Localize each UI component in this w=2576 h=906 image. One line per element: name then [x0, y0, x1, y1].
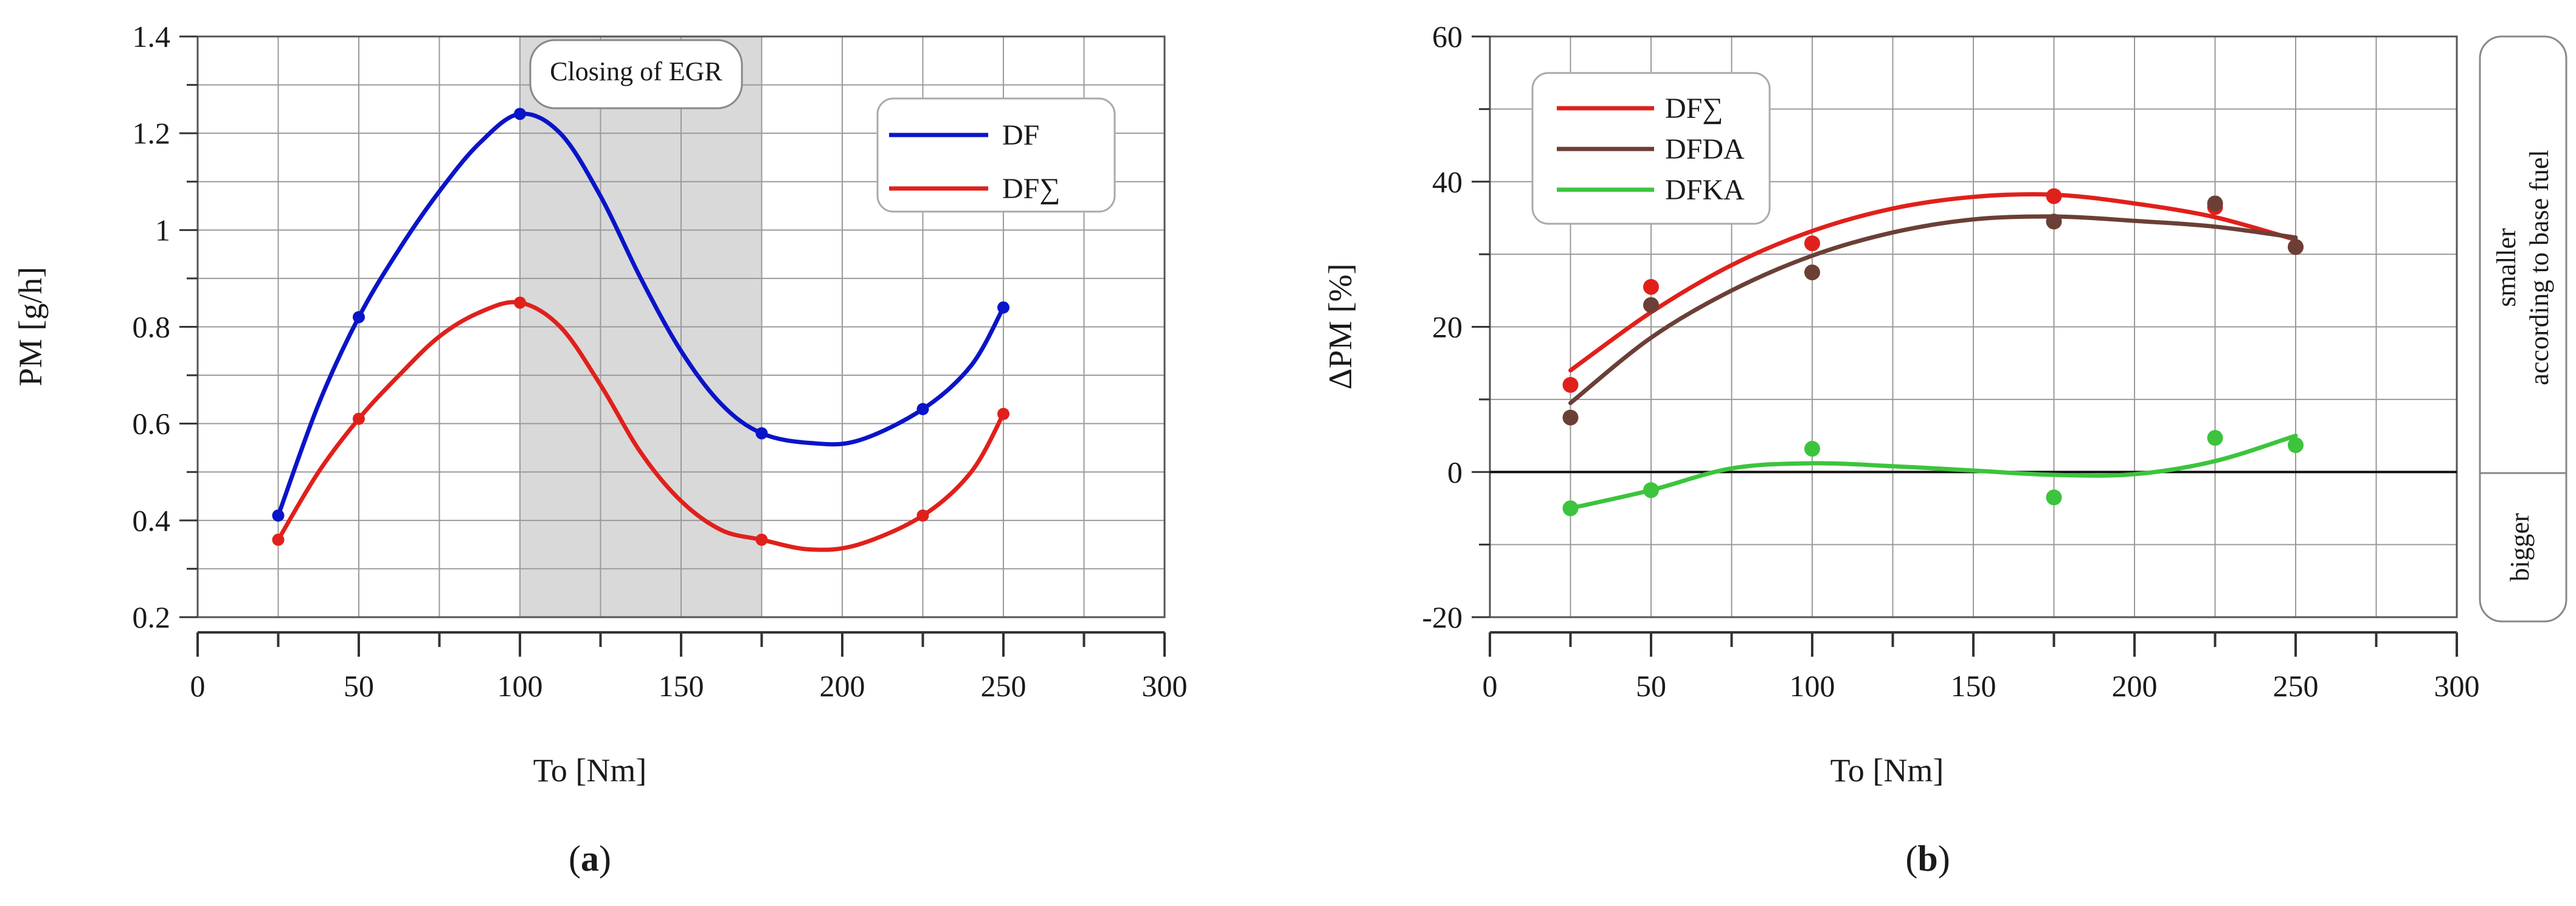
chart-b-series-dfka2-point: [1804, 441, 1820, 457]
panel-a-letter: a: [581, 839, 599, 879]
side-annotation: smaller according to base fuel bigger: [2479, 35, 2567, 623]
chart-b-x-tick-label: 0: [1483, 669, 1498, 703]
chart-a-series-df1-point: [272, 533, 285, 546]
chart-a-y-tick-label: 0.2: [133, 600, 171, 634]
chart-b-series-df0-point: [1562, 377, 1579, 393]
chart-b-series-dfka2-point: [2046, 489, 2062, 506]
panel-b-letter: b: [1917, 839, 1937, 879]
chart-b-series-dfda1-point: [2288, 239, 2304, 255]
chart-a-series-df1-line: [276, 300, 1006, 552]
side-label-bigger: bigger: [2505, 513, 2535, 581]
chart-b-series-dfda1-point: [2046, 213, 2062, 230]
side-label-according: according to base fuel: [2524, 150, 2554, 385]
chart-a-series-df1-point: [755, 533, 768, 546]
egr-annotation-box: [529, 39, 743, 109]
chart-a-x-tick-label: 0: [190, 669, 206, 703]
chart-b-series-df0-point: [1643, 278, 1659, 295]
chart-a-legend-box: [876, 97, 1116, 213]
chart-a-axes: 0 50 100 150 200 250 300 0.2 0.4 0.6 0.8 1 1.2 1.4: [133, 19, 1188, 703]
chart-a-x-tick-label: 300: [1142, 669, 1188, 703]
chart-b-series-dfka2-point: [2207, 430, 2223, 446]
chart-b-series-dfka2-line: [1568, 434, 2298, 511]
chart-b-y-tick-label: 0: [1447, 455, 1463, 489]
chart-a-y-tick-label: 0.4: [133, 503, 171, 538]
chart-b-axes: 0 50 100 150 200 250 300 -20 0 20 40 60: [1422, 19, 2479, 703]
chart-a-series-df1-point: [514, 296, 526, 309]
panel-b-caption: (b): [1905, 839, 1950, 879]
chart-b-series-df0-line: [1568, 192, 2298, 373]
chart-a-y-tick-label: 1: [155, 213, 170, 247]
chart-a-series-df0-point: [997, 301, 1009, 314]
chart-b-series-dfda1-point: [1562, 409, 1579, 426]
chart-b-series-dfda1-point: [1804, 264, 1820, 280]
chart-b-x-tick-label: 50: [1636, 669, 1666, 703]
chart-a-series-df0-point: [755, 427, 768, 440]
chart-b-y-tick-label: -20: [1422, 600, 1463, 634]
chart-b-series-df0-point: [2046, 188, 2062, 204]
chart-b-series-dfda1-point: [1643, 297, 1659, 313]
chart-b-legend: DF∑ DFDA DFKA: [1531, 72, 1771, 225]
chart-a-series-df0-point: [514, 108, 526, 120]
chart-b-series-dfka2-point: [1643, 482, 1659, 499]
chart-a-series: [272, 108, 1009, 552]
chart-b-series-dfda1-line: [1568, 214, 2298, 406]
chart-b-x-tick-label: 250: [2273, 669, 2319, 703]
legend-b-dfda-label: DFDA: [1665, 133, 1745, 165]
chart-a-x-tick-label: 50: [344, 669, 374, 703]
chart-b-x-label: To [Nm]: [1830, 752, 1944, 789]
chart-a-x-tick-label: 150: [659, 669, 704, 703]
chart-b-series-dfda1-point: [2207, 195, 2223, 212]
chart-a-x-tick-label: 250: [981, 669, 1027, 703]
chart-a-series-df0-point: [353, 311, 365, 323]
chart-a-x-label: To [Nm]: [533, 752, 647, 789]
chart-a-series-df1-point: [997, 407, 1009, 420]
chart-a-y-tick-label: 0.8: [133, 310, 171, 344]
chart-a-series-df0-line: [276, 111, 1006, 518]
side-label-smaller: smaller: [2491, 228, 2521, 307]
chart-b: 0 50 100 150 200 250 300 -20 0 20 40 60 DF∑ DFDA DF…: [1322, 19, 2567, 879]
chart-a-series-df0-point: [272, 509, 285, 522]
egr-annotation-label: Closing of EGR: [550, 57, 722, 86]
chart-b-series: [1562, 188, 2304, 516]
chart-b-series-df0-point: [1804, 235, 1820, 252]
chart-a-x-tick-label: 200: [820, 669, 865, 703]
legend-b-dfsigma-label: DF∑: [1665, 92, 1723, 125]
panel-a-caption: (a): [569, 839, 611, 879]
chart-a-series-df1-point: [916, 509, 929, 522]
legend-dfsigma-label: DF∑: [1002, 173, 1061, 205]
legend-df-label: DF: [1002, 119, 1039, 151]
chart-b-x-tick-label: 100: [1790, 669, 1835, 703]
chart-a-legend: DF DF∑: [876, 97, 1116, 213]
chart-a-x-tick-label: 100: [497, 669, 543, 703]
chart-b-series-dfka2-point: [2288, 437, 2304, 454]
chart-b-y-tick-label: 40: [1432, 165, 1463, 199]
chart-b-x-tick-label: 150: [1951, 669, 1996, 703]
chart-a-y-tick-label: 0.6: [133, 407, 171, 441]
chart-b-y-tick-label: 20: [1432, 310, 1463, 344]
chart-b-x-tick-label: 200: [2112, 669, 2158, 703]
chart-a-series-df1-point: [353, 412, 365, 425]
chart-b-series-dfka2-point: [1562, 500, 1579, 516]
chart-b-y-label: ΔPM [%]: [1322, 263, 1359, 389]
chart-a-series-df0-point: [916, 403, 929, 415]
chart-a-y-label: PM [g/h]: [12, 267, 49, 387]
legend-b-dfka-label: DFKA: [1665, 174, 1745, 206]
chart-b-x-tick-label: 300: [2434, 669, 2480, 703]
chart-a: 0 50 100 150 200 250 300 0.2 0.4 0.6 0.8 1 1.2 1.4 Cl…: [12, 19, 1188, 879]
chart-b-y-tick-label: 60: [1432, 19, 1463, 54]
side-annotation-box: [2479, 35, 2567, 623]
chart-a-y-tick-label: 1.4: [133, 19, 171, 54]
chart-a-y-tick-label: 1.2: [133, 116, 171, 150]
